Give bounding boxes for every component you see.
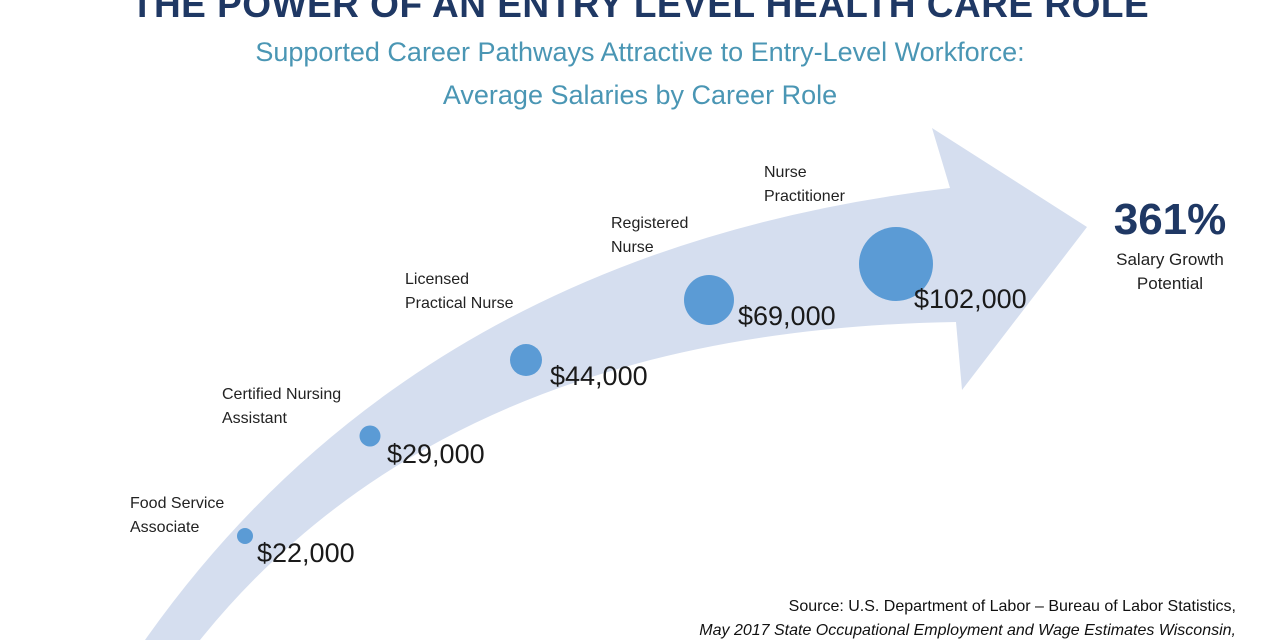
salary-value-label: $44,000 xyxy=(550,361,648,391)
source-line-1: Source: U.S. Department of Labor – Burea… xyxy=(788,598,1236,615)
growth-caption-line-1: Salary Growth xyxy=(1116,250,1224,269)
growth-caption-line-2: Potential xyxy=(1136,274,1204,293)
salary-bubbles xyxy=(237,227,933,544)
salary-bubble xyxy=(859,227,933,301)
growth-summary: 361% Salary Growth Potential xyxy=(1090,192,1250,296)
salary-value-label: $29,000 xyxy=(387,439,485,469)
salary-value-label: $22,000 xyxy=(257,538,355,568)
subtitle-line-1: Supported Career Pathways Attractive to … xyxy=(255,37,1025,67)
source-citation: Source: U.S. Department of Labor – Burea… xyxy=(699,595,1236,643)
subtitle-line-2: Average Salaries by Career Role xyxy=(442,80,838,110)
salary-bubble xyxy=(684,275,734,325)
page-title: THE POWER OF AN ENTRY LEVEL HEALTH CARE … xyxy=(130,0,1150,25)
growth-percentage: 361% xyxy=(1113,195,1227,244)
salary-value-label: $102,000 xyxy=(914,284,1027,314)
role-label: Licensed Practical Nurse xyxy=(405,271,514,312)
salary-bubble xyxy=(359,425,381,447)
growth-arrow xyxy=(145,128,1087,640)
source-line-2: May 2017 State Occupational Employment a… xyxy=(699,622,1236,639)
salary-bubble xyxy=(510,344,542,376)
salary-bubble xyxy=(237,528,253,544)
role-label: Registered Nurse xyxy=(611,215,688,256)
role-label: Nurse Practitioner xyxy=(764,164,846,205)
salary-labels: $22,000 $29,000 $44,000 $69,000 $102,000 xyxy=(257,284,1027,568)
salary-value-label: $69,000 xyxy=(738,301,836,331)
role-labels: Food Service Associate Certified Nursing As… xyxy=(130,164,846,536)
role-label: Certified Nursing Assistant xyxy=(222,386,341,427)
role-label: Food Service Associate xyxy=(130,495,224,536)
